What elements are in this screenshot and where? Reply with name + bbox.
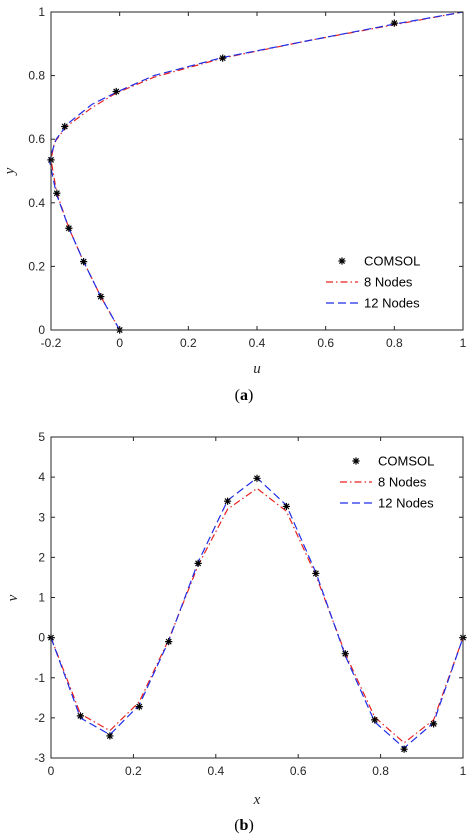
chart-a-legend-label: COMSOL <box>364 254 420 269</box>
chart-b-ytick-label: 0 <box>38 631 45 645</box>
chart-a-xtick-label: 0.6 <box>317 336 334 350</box>
chart-b-ytick-label: -3 <box>34 751 45 765</box>
chart-panel-a: -0.2 0 0.2 0.4 0.6 0.8 100.20.40.60.81 u y COM… <box>2 5 467 404</box>
chart-b-ylabel: v <box>5 594 21 601</box>
chart-b-caption: (b) <box>234 817 254 834</box>
chart-a-series-line-12-nodes <box>48 11 464 331</box>
chart-a-comsol-point <box>65 224 73 232</box>
chart-a-ytick-label: 0.8 <box>28 69 45 83</box>
chart-a-ytick-label: 0.4 <box>28 196 45 210</box>
chart-a-ytick-label: 1 <box>38 5 45 19</box>
chart-a-comsol-point <box>112 87 120 96</box>
chart-b-legend-label: 8 Nodes <box>378 475 427 490</box>
chart-b-xtick-label: 0.8 <box>372 764 389 778</box>
chart-b-ytick-label: 2 <box>38 550 45 564</box>
chart-panel-b: 0 0.2 0.4 0.6 0.8 1 -3 -2 -1 0 1 2 3 4 5 x v COMSOL 8 N… <box>5 430 467 834</box>
chart-b-comsol-point <box>106 732 114 740</box>
chart-a-comsol-point <box>61 122 69 131</box>
chart-b-series-line-8-nodes <box>50 487 464 744</box>
chart-a-xtick-label: 0.2 <box>180 336 197 350</box>
chart-b-comsol-point <box>194 559 202 567</box>
chart-b-comsol-point <box>282 502 291 511</box>
chart-a-comsol-point <box>390 19 398 27</box>
chart-b-legend-item: 8 Nodes <box>340 475 427 490</box>
chart-b-ytick-label: 4 <box>38 470 45 484</box>
chart-b-comsol-point <box>253 474 261 482</box>
chart-b-xlabel: x <box>253 792 261 808</box>
chart-a-legend-label: 12 Nodes <box>364 296 420 311</box>
chart-a-comsol-point <box>80 258 88 266</box>
chart-b-xtick-label: 0.4 <box>207 764 224 778</box>
chart-a-xtick-label: 0.4 <box>249 336 266 350</box>
chart-a-comsol-point <box>219 54 227 62</box>
chart-b-xtick-label: 0.6 <box>290 764 307 778</box>
chart-b-series-line-12-nodes <box>50 477 464 749</box>
chart-b-xtick-label: 1 <box>460 764 467 778</box>
chart-b-comsol-point <box>223 497 232 505</box>
chart-b-xtick-label: 0.2 <box>125 764 142 778</box>
chart-a-xtick-label: 1 <box>460 336 467 350</box>
chart-a-ytick-label: 0.2 <box>28 259 45 273</box>
chart-b-comsol-point <box>341 650 349 658</box>
chart-b-ytick-label: 1 <box>38 591 45 605</box>
chart-b-legend: COMSOL 8 Nodes 12 Nodes <box>340 454 434 511</box>
chart-a-xtick-label: 0.8 <box>386 336 403 350</box>
chart-a-legend-item: 8 Nodes <box>326 275 413 290</box>
chart-a-xtick-label: -0.2 <box>41 336 62 350</box>
chart-a-comsol-point <box>53 189 61 197</box>
chart-a-ytick-label: 0 <box>38 323 45 337</box>
chart-b-ytick-label: 3 <box>38 510 45 524</box>
chart-b-comsol-point <box>76 712 85 720</box>
chart-a-legend-item: 12 Nodes <box>326 296 420 311</box>
chart-b-ytick-label: -2 <box>34 711 45 725</box>
chart-b-legend-label: COMSOL <box>378 454 434 469</box>
chart-b-comsol-point <box>135 703 143 711</box>
chart-b-ytick-label: 5 <box>38 430 45 444</box>
chart-a-legend-item: COMSOL <box>338 254 420 269</box>
chart-b-xtick-label: 0 <box>48 764 55 778</box>
chart-a-legend: COMSOL 8 Nodes 12 Nodes <box>326 254 420 311</box>
chart-b-comsol-point <box>312 569 320 578</box>
chart-a-ytick-label: 0.6 <box>28 132 45 146</box>
chart-b-ytick-label: -1 <box>34 671 45 685</box>
chart-a-caption: (a) <box>235 387 254 404</box>
chart-a-comsol-point <box>97 293 105 301</box>
chart-b-comsol-point <box>371 716 379 724</box>
chart-b-comsol-point <box>165 638 173 646</box>
chart-b-legend-label: 12 Nodes <box>378 496 434 511</box>
chart-a-xlabel: u <box>253 361 261 377</box>
chart-b-comsol-point <box>429 720 438 728</box>
chart-b-legend-item: 12 Nodes <box>340 496 434 511</box>
chart-a-xtick-label: 0 <box>116 336 123 350</box>
chart-a-ylabel: y <box>2 167 18 176</box>
chart-b-legend-item: COMSOL <box>352 454 434 469</box>
chart-a-legend-label: 8 Nodes <box>364 275 413 290</box>
chart-b-comsol-point <box>400 745 408 753</box>
